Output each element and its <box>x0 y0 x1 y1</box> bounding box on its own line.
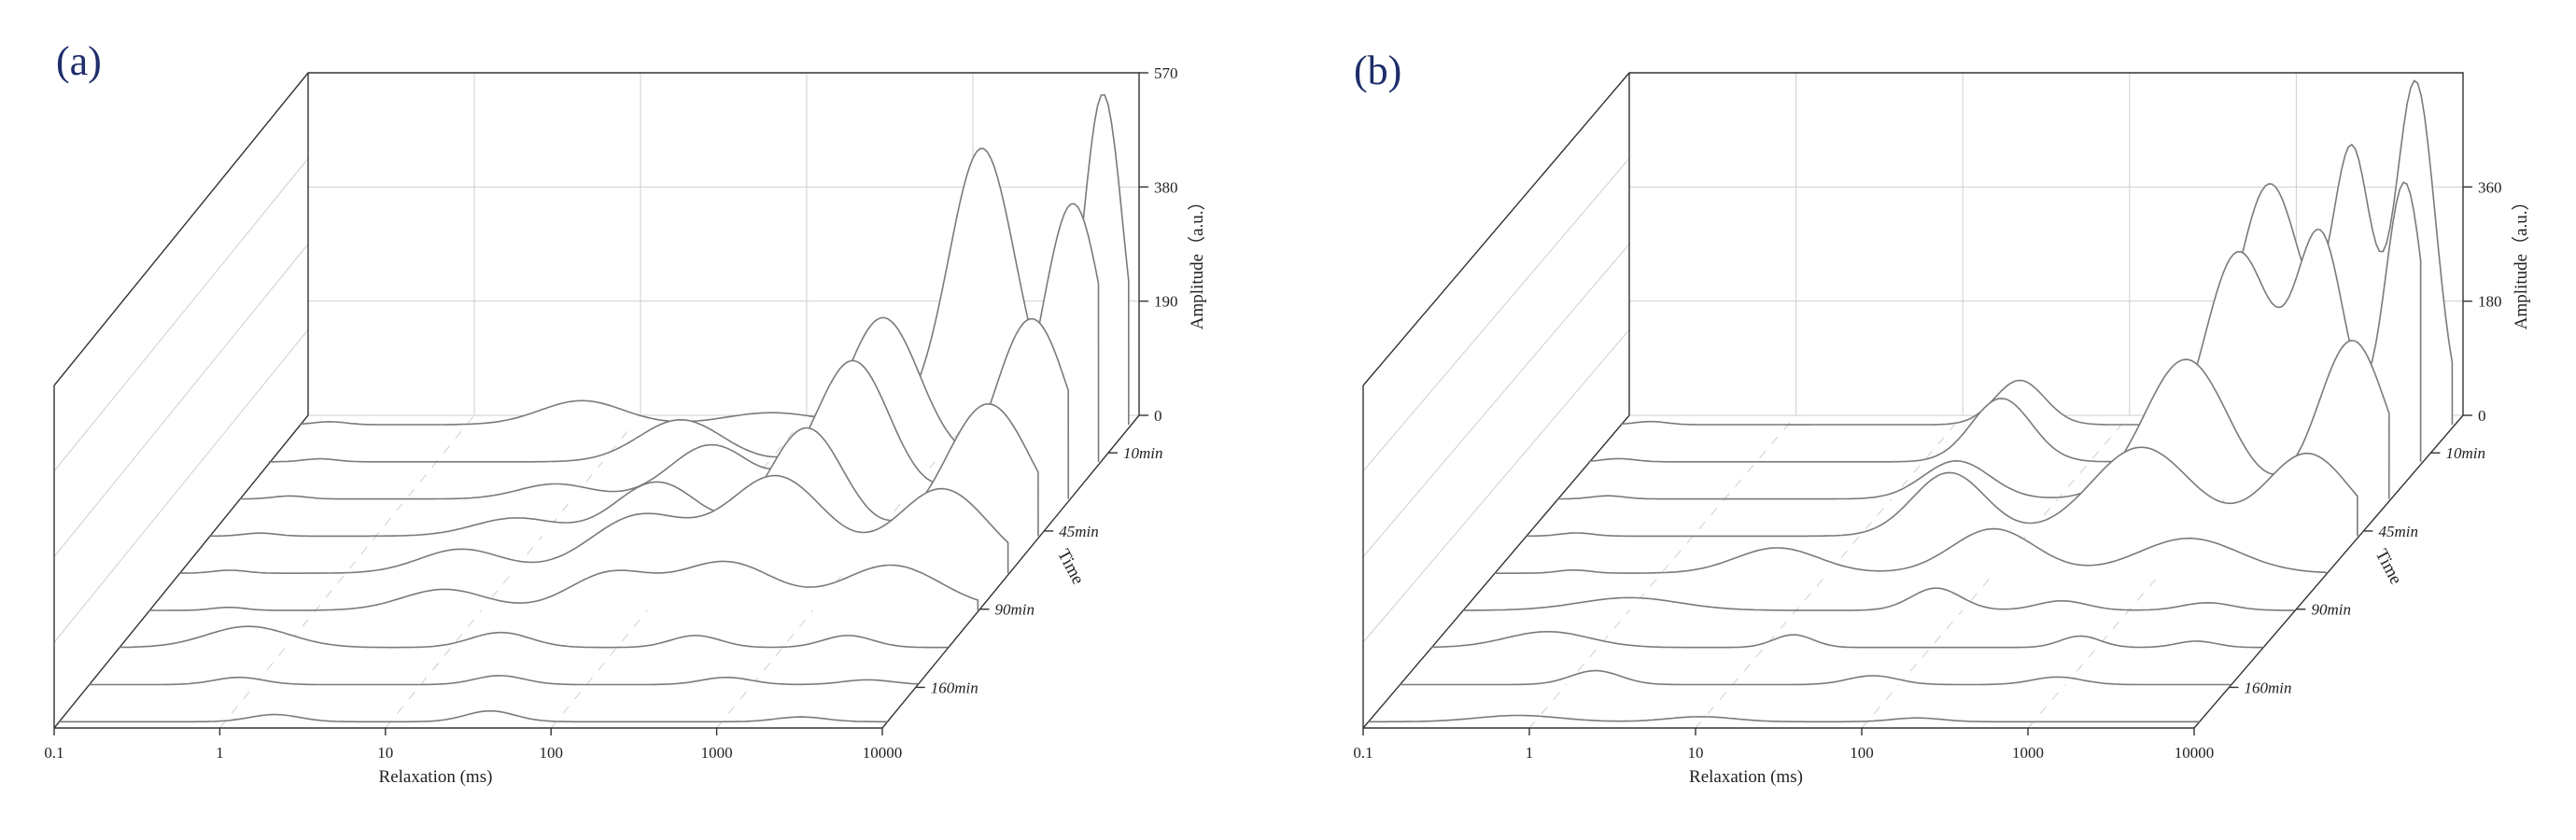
x-tick-label: 0.1 <box>1353 744 1372 762</box>
x-tick-label: 0.1 <box>44 744 63 762</box>
time-tick-label: 90min <box>2311 601 2351 619</box>
x-axis-title: Relaxation (ms) <box>379 767 493 787</box>
side-grid-diag <box>53 244 309 557</box>
panel-a-label: (a) <box>56 38 102 84</box>
time-axis-title: Time <box>2372 546 2406 588</box>
x-tick-label: 10 <box>377 744 393 762</box>
side-grid-diag <box>1362 158 1630 472</box>
side-grid-diag <box>53 329 309 643</box>
floor-grid-line <box>1528 414 1796 729</box>
spectrum-curve <box>1368 714 2200 723</box>
spectrum-curve <box>1494 527 2327 574</box>
spectrum-curve <box>178 474 1009 574</box>
x-tick-label: 10000 <box>863 744 903 762</box>
amp-tick-label: 380 <box>1154 178 1178 196</box>
spectrum-curve <box>1430 631 2264 649</box>
x-tick-label: 100 <box>1850 744 1874 762</box>
x-tick-label: 1 <box>216 744 224 762</box>
floor-left-edge <box>1362 414 1630 729</box>
time-axis-title: Time <box>1053 546 1088 588</box>
panel-b-label: (b) <box>1354 48 1401 93</box>
x-tick-label: 1000 <box>701 744 733 762</box>
time-tick-label: 45min <box>1059 523 1099 540</box>
amp-tick-label: 360 <box>2478 178 2502 196</box>
amp-tick-label: 190 <box>1154 293 1178 311</box>
amplitude-axis-title: Amplitude（a.u.） <box>1187 192 1207 329</box>
x-tick-label: 10 <box>1688 744 1704 762</box>
time-tick-label: 160min <box>2244 679 2291 696</box>
spectrum-curve <box>1400 669 2231 686</box>
x-tick-label: 1000 <box>2012 744 2044 762</box>
side-grid-diag <box>53 158 309 472</box>
spectrum-curve <box>148 560 979 611</box>
x-tick-label: 100 <box>539 744 563 762</box>
amplitude-axis-title: Amplitude（a.u.） <box>2511 192 2531 329</box>
spectrum-curve <box>1461 587 2295 611</box>
amp-tick-label: 570 <box>1154 64 1178 82</box>
amp-tick-label: 0 <box>2478 407 2486 425</box>
x-axis-title: Relaxation (ms) <box>1689 767 1803 787</box>
x-tick-label: 1 <box>1526 744 1534 762</box>
spectrum-curve <box>1557 339 2390 500</box>
spectrum-curve <box>118 625 949 649</box>
panel-a: (a) 0 190 380 570 Amplitude（a.u.） 0.1 1 10 100 10… <box>44 38 1207 787</box>
spectrum-curve <box>1526 446 2358 538</box>
time-tick-label: 90min <box>995 601 1035 619</box>
amp-tick-label: 180 <box>2478 293 2502 311</box>
time-tick-label: 45min <box>2378 523 2418 540</box>
spectrum-curve <box>59 709 888 723</box>
x-tick-label: 10000 <box>2175 744 2215 762</box>
side-grid-diag <box>1362 329 1630 643</box>
floor-grid-line <box>716 414 974 729</box>
amp-tick-label: 0 <box>1154 407 1162 425</box>
floor-left-edge <box>53 414 309 729</box>
time-tick-label: 10min <box>1123 444 1163 462</box>
panel-b: (b) 0 180 360 Amplitude（a.u.） 0.1 1 10 100 1000 1… <box>1353 48 2531 787</box>
time-axis-line <box>2193 414 2464 729</box>
side-grid-diag <box>1362 244 1630 557</box>
box-top-edge <box>53 72 1140 415</box>
time-axis-line <box>881 414 1140 729</box>
box-top-edge <box>1362 72 2464 415</box>
spectrum-curve <box>89 675 919 686</box>
time-tick-label: 160min <box>931 679 978 696</box>
time-tick-label: 10min <box>2445 444 2485 462</box>
floor-grid-line <box>385 414 641 729</box>
